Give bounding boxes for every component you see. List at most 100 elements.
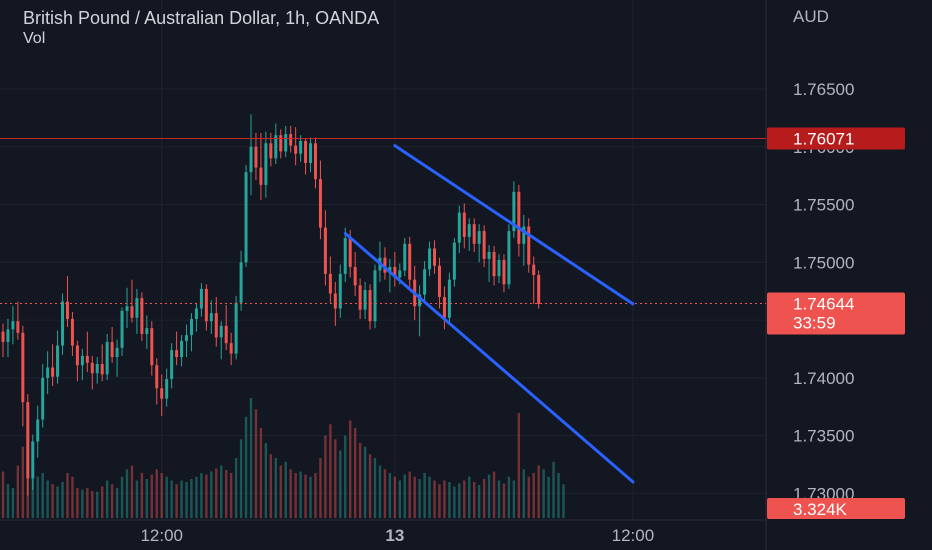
volume-bar (41, 473, 44, 518)
volume-bar (200, 473, 203, 518)
volume-bar (408, 471, 411, 518)
volume-bar (249, 398, 253, 518)
volume-bar (552, 461, 555, 518)
candle-body (259, 167, 263, 185)
volume-bar (269, 454, 273, 518)
volume-bar (433, 480, 436, 518)
volume-bar (299, 471, 302, 518)
volume-bar (155, 469, 158, 518)
candle-body (502, 260, 506, 285)
candle-body (467, 224, 471, 237)
trend-line-lower[interactable] (343, 231, 635, 484)
volume-bar (120, 476, 124, 518)
candle-body (423, 269, 427, 295)
candle-body (398, 270, 402, 278)
volume-bar (165, 476, 168, 518)
volume-bar (150, 474, 153, 518)
candle-body (487, 251, 491, 259)
volume-bar (36, 476, 39, 518)
volume-bar (344, 435, 347, 518)
volume-bar (289, 469, 292, 518)
trend-line-upper[interactable] (393, 144, 635, 306)
candle-body (224, 325, 228, 344)
candle-body (254, 146, 258, 168)
volume-bar (105, 480, 109, 518)
candle-body (388, 266, 392, 273)
volume-bar (334, 439, 337, 518)
candle-body (100, 364, 104, 375)
candle-body (363, 290, 367, 310)
candle-body (249, 146, 253, 173)
volume-bar (185, 482, 188, 518)
volume-value-badge-text: 3.324K (793, 500, 848, 519)
volume-bar (319, 458, 322, 518)
volume-bar (522, 469, 525, 518)
candle-body (522, 226, 526, 244)
candle-body (462, 212, 466, 237)
volume-bar (279, 465, 282, 518)
volume-indicator-label[interactable]: Vol (23, 30, 46, 47)
candle-body (160, 388, 164, 399)
time-axis[interactable]: 12:00 13 12:00 (140, 526, 654, 545)
volume-bar (517, 413, 521, 518)
volume-bar (537, 465, 540, 518)
volume-bar (239, 439, 243, 518)
volume-bar (96, 491, 99, 518)
volume-bar (378, 465, 382, 518)
candle-body (477, 231, 481, 244)
candle-body (56, 345, 60, 377)
candle-body (289, 134, 293, 146)
volume-bar (413, 476, 416, 518)
candle-body (269, 143, 273, 159)
volume-bar (244, 416, 248, 518)
volume-bar (542, 469, 545, 518)
volume-bar (86, 488, 89, 518)
candle-body (16, 321, 20, 333)
trend-lines[interactable] (343, 144, 635, 484)
candle-body (517, 191, 521, 244)
candle-body (85, 355, 89, 363)
candle-body (368, 290, 372, 322)
volume-bar (349, 420, 352, 518)
candlesticks (1, 114, 541, 496)
candle-body (209, 313, 213, 322)
candle-body (6, 329, 10, 343)
volume-bar (487, 474, 491, 518)
candle-body (180, 340, 184, 358)
candle-body (537, 275, 541, 304)
candle-body (90, 362, 94, 374)
volume-bar (140, 473, 144, 518)
volume-bar (175, 484, 178, 518)
candle-body (46, 367, 50, 378)
volume-bar (190, 479, 193, 518)
candle-body (150, 328, 154, 366)
candle-body (532, 264, 536, 276)
volume-bar (423, 473, 426, 518)
volume-bar (195, 476, 198, 518)
candle-body (373, 270, 377, 322)
candle-body (194, 308, 198, 319)
price-axis[interactable]: AUD1.765001.760001.755001.750001.745001.… (793, 7, 854, 503)
volume-bar (210, 471, 213, 518)
volume-bar (46, 480, 49, 518)
volume-bar (81, 489, 84, 518)
volume-bar (373, 458, 377, 518)
volume-bar (274, 458, 277, 518)
candle-body (343, 238, 347, 274)
volume-bar (329, 424, 332, 518)
volume-bar (264, 443, 268, 518)
volume-bar (304, 474, 307, 518)
volume-bar (512, 480, 516, 518)
volume-bar (497, 480, 501, 518)
volume-bar (448, 482, 451, 518)
level-price-badge-text: 1.76071 (793, 130, 854, 149)
volume-bar (527, 476, 530, 518)
candle-body (408, 243, 412, 280)
candle-body (65, 301, 69, 319)
volume-bar (309, 476, 312, 518)
volume-bar (557, 473, 560, 518)
volume-bar (562, 484, 565, 518)
volume-bar (145, 479, 149, 518)
